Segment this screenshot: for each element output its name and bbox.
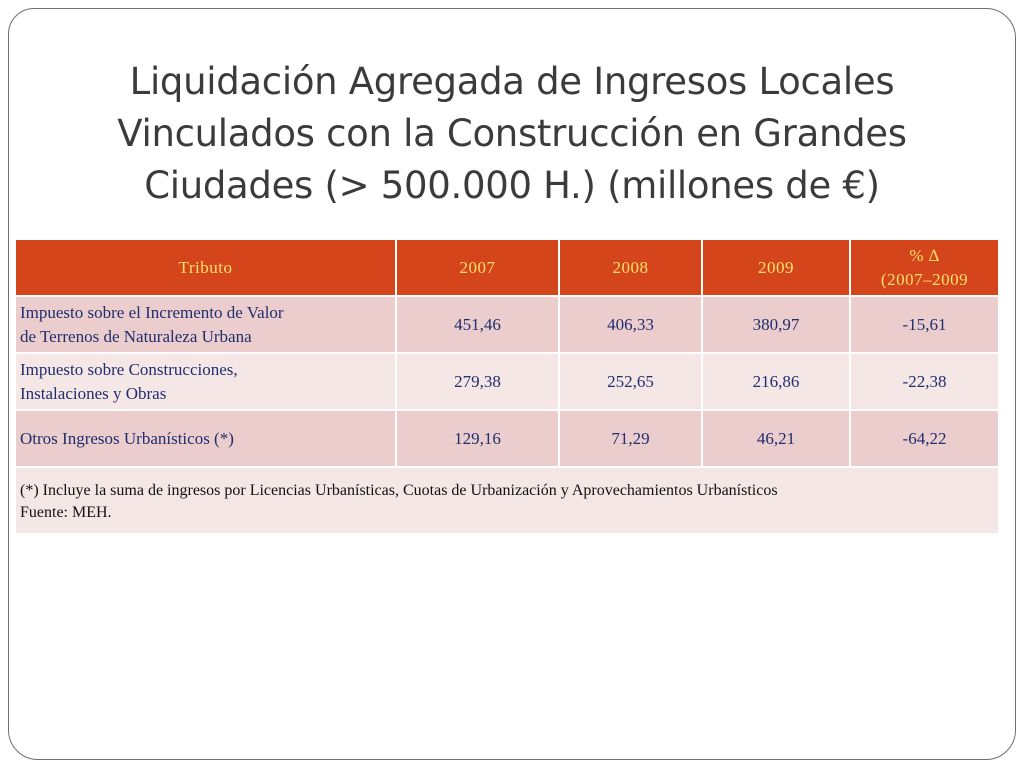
- title-line-3: Ciudades (> 500.000 H.) (millones de €): [144, 164, 880, 207]
- cell-2007: 279,38: [396, 353, 560, 411]
- header-change: % ∆ (2007–2009: [850, 240, 1000, 297]
- footnote-text: (*) Incluye la suma de ingresos por Lice…: [20, 481, 778, 499]
- cell-2008: 252,65: [559, 353, 703, 411]
- table-footnote-row: (*) Incluye la suma de ingresos por Lice…: [16, 467, 1000, 535]
- cell-change: -22,38: [850, 353, 1000, 411]
- revenue-table: Tributo 2007 2008 2009 % ∆ (2007–2009 Im…: [16, 240, 1000, 535]
- cell-2009: 380,97: [702, 296, 851, 354]
- table-row: Impuesto sobre Construcciones, Instalaci…: [16, 353, 1000, 411]
- cell-2009: 216,86: [702, 353, 851, 411]
- cell-2007: 451,46: [396, 296, 560, 354]
- table-row: Otros Ingresos Urbanísticos (*) 129,16 7…: [16, 410, 1000, 468]
- row-label-line-1: Otros Ingresos Urbanísticos (*): [20, 428, 234, 448]
- row-label: Impuesto sobre Construcciones, Instalaci…: [16, 353, 397, 411]
- cell-2008: 71,29: [559, 410, 703, 468]
- slide-title: Liquidación Agregada de Ingresos Locales…: [60, 56, 964, 212]
- header-change-line-2: (2007–2009: [880, 269, 969, 289]
- header-change-line-1: % ∆: [909, 245, 940, 265]
- row-label: Otros Ingresos Urbanísticos (*): [16, 410, 397, 468]
- header-2009: 2009: [702, 240, 851, 297]
- cell-2009: 46,21: [702, 410, 851, 468]
- table-row: Impuesto sobre el Incremento de Valor de…: [16, 296, 1000, 354]
- table-header-row: Tributo 2007 2008 2009 % ∆ (2007–2009: [16, 240, 1000, 297]
- row-label-line-2: de Terrenos de Naturaleza Urbana: [20, 326, 252, 346]
- row-label-line-1: Impuesto sobre Construcciones,: [20, 359, 238, 379]
- header-2007: 2007: [396, 240, 560, 297]
- header-2008: 2008: [559, 240, 703, 297]
- table-footnote: (*) Incluye la suma de ingresos por Lice…: [16, 467, 1000, 535]
- row-label-line-1: Impuesto sobre el Incremento de Valor: [20, 302, 284, 322]
- title-line-1: Liquidación Agregada de Ingresos Locales: [129, 60, 895, 103]
- row-label-line-2: Instalaciones y Obras: [20, 383, 167, 403]
- cell-2008: 406,33: [559, 296, 703, 354]
- title-line-2: Vinculados con la Construcción en Grande…: [117, 112, 907, 155]
- cell-change: -64,22: [850, 410, 1000, 468]
- row-label: Impuesto sobre el Incremento de Valor de…: [16, 296, 397, 354]
- header-tributo: Tributo: [16, 240, 397, 297]
- cell-change: -15,61: [850, 296, 1000, 354]
- cell-2007: 129,16: [396, 410, 560, 468]
- footnote-source: Fuente: MEH.: [20, 503, 112, 521]
